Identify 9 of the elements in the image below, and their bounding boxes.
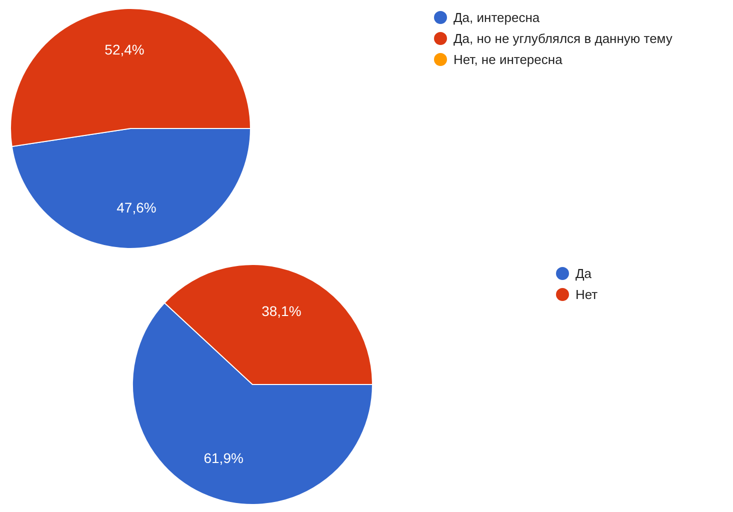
legend-label: Да (576, 266, 592, 281)
legend-label: Нет (576, 287, 598, 302)
legend-label: Да, интересна (454, 10, 540, 25)
legend-label: Да, но не углублялся в данную тему (454, 31, 673, 46)
data-label: 61,9% (204, 450, 244, 466)
data-label: 47,6% (116, 199, 156, 216)
data-label: 52,4% (104, 42, 144, 58)
legend-label: Нет, не интересна (454, 52, 564, 67)
data-label: 38,1% (262, 302, 302, 319)
